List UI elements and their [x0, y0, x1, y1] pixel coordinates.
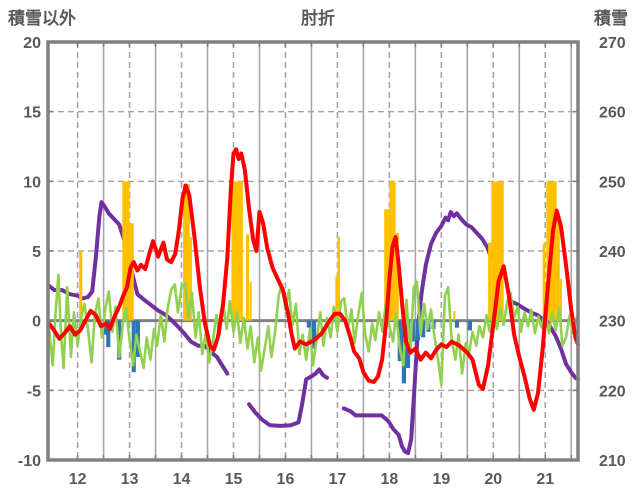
orange-bar	[189, 237, 192, 321]
orange-bar	[395, 232, 399, 321]
orange-bar	[559, 278, 562, 321]
blue-bar	[415, 320, 421, 341]
y-left-tick-label: 20	[23, 35, 41, 52]
orange-bar	[542, 244, 546, 321]
x-tick-label: 20	[484, 471, 502, 488]
x-tick-label: 14	[173, 471, 191, 488]
blue-bar	[467, 320, 472, 331]
blue-bar	[106, 320, 111, 348]
blue-bar	[410, 320, 415, 342]
x-tick-label: 21	[536, 471, 554, 488]
y-left-tick-label: 0	[32, 314, 41, 331]
y-right-tick-label: 270	[599, 35, 626, 52]
y-left-tick-label: -10	[18, 453, 41, 470]
left-axis-title: 積雪以外	[8, 9, 76, 28]
blue-bar	[454, 320, 460, 328]
snow-depth-line	[247, 367, 329, 428]
y-left-tick-label: 15	[23, 105, 41, 122]
orange-bar	[556, 216, 560, 321]
orange-bar	[384, 209, 390, 321]
y-right-tick-label: 220	[599, 383, 626, 400]
blue-bar	[311, 320, 317, 349]
orange-bar	[337, 237, 341, 321]
red-line	[47, 147, 580, 412]
chart-title: 肘折	[301, 9, 335, 28]
y-right-tick-label: 250	[599, 174, 626, 191]
y-right-tick-label: 230	[599, 314, 626, 331]
x-tick-label: 16	[277, 471, 295, 488]
orange-bar	[245, 234, 250, 321]
y-left-tick-label: 10	[23, 174, 41, 191]
orange-bar	[231, 181, 243, 321]
orange-bar	[335, 276, 338, 321]
orange-bar	[453, 310, 456, 321]
y-right-tick-label: 240	[599, 244, 626, 261]
x-tick-label: 15	[225, 471, 243, 488]
x-tick-label: 13	[121, 471, 139, 488]
y-left-tick-label: 5	[32, 244, 41, 261]
blue-bar	[131, 320, 136, 373]
x-tick-label: 17	[329, 471, 347, 488]
blue-bar	[102, 320, 107, 335]
orange-bar	[488, 242, 492, 321]
right-axis-title: 積雪	[594, 9, 628, 28]
x-tick-label: 12	[69, 471, 87, 488]
orange-bar	[183, 184, 190, 321]
blue-bar	[306, 320, 311, 328]
orange-bar	[122, 181, 130, 321]
orange-bar	[79, 251, 83, 321]
x-tick-label: 18	[380, 471, 398, 488]
orange-bar	[491, 181, 504, 321]
green-line	[47, 273, 580, 387]
snow-depth-line	[341, 210, 496, 455]
orange-bar	[249, 281, 252, 321]
y-right-tick-label: 260	[599, 105, 626, 122]
y-left-tick-label: -5	[27, 383, 41, 400]
x-tick-label: 19	[432, 471, 450, 488]
y-right-tick-label: 210	[599, 453, 626, 470]
blue-bar	[421, 320, 426, 338]
